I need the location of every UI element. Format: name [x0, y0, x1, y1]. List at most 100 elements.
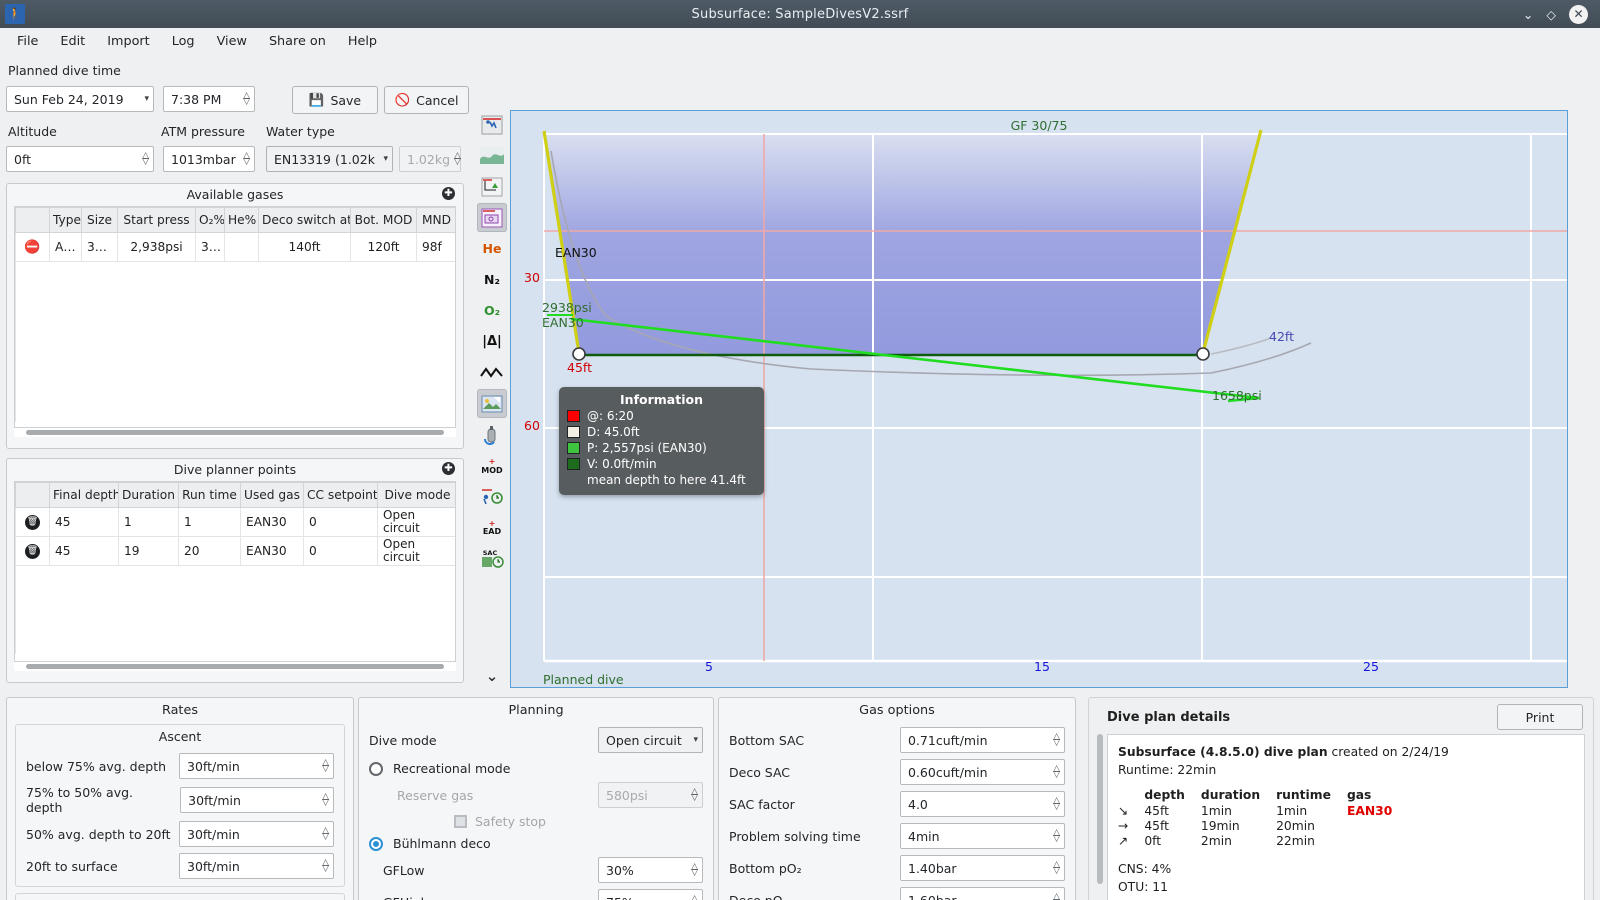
cell-run-time[interactable]: 1 — [178, 507, 241, 537]
col-run-time[interactable]: Run time — [178, 482, 241, 508]
cell-size[interactable]: 3… — [81, 232, 118, 262]
ascent-rate-input-0[interactable]: 30ft/min △ ▽ — [179, 753, 334, 779]
buhlmann-radio[interactable] — [369, 836, 383, 851]
col-deco-switch[interactable]: Deco switch at — [258, 207, 351, 233]
spinner-arrows-icon[interactable]: △▽ — [322, 826, 329, 842]
cell-used-gas[interactable]: EAN30 — [240, 536, 304, 566]
cell-start-press[interactable]: 2,938psi — [117, 232, 196, 262]
cell-cc-setpoint[interactable]: 0 — [303, 536, 378, 566]
delta-icon[interactable]: |Δ| — [482, 334, 502, 349]
deco-sac-input[interactable]: 0.60cuft/min △ ▽ — [900, 759, 1065, 785]
close-button[interactable]: ✕ — [1569, 4, 1588, 24]
col-cc-setpoint[interactable]: CC setpoint — [303, 482, 378, 508]
add-point-button[interactable]: ✚ — [442, 462, 455, 475]
spinner-arrows-icon[interactable]: △▽ — [691, 894, 698, 900]
menu-log[interactable]: Log — [171, 34, 195, 49]
spinner-arrows-icon[interactable]: △▽ — [1053, 892, 1060, 900]
oxygen-icon[interactable]: O₂ — [483, 303, 501, 318]
recreational-mode-option[interactable]: Recreational mode — [359, 756, 713, 779]
cell-he[interactable] — [224, 232, 259, 262]
cell-cc-setpoint[interactable]: 0 — [303, 507, 378, 537]
cell-type[interactable]: A… — [49, 232, 82, 262]
menu-file[interactable]: File — [17, 34, 39, 49]
spinner-arrows-icon[interactable]: △▽ — [322, 858, 329, 874]
atm-pressure-input[interactable]: 1013mbar △ ▽ — [163, 146, 255, 172]
cell-mnd[interactable]: 98f — [416, 232, 455, 262]
spinner-arrows-icon[interactable]: △▽ — [142, 151, 149, 167]
helium-icon[interactable]: He — [482, 241, 502, 256]
table-row[interactable]: 🗑 45 19 20 EAN30 0 Open circuit — [15, 536, 455, 566]
col-mnd[interactable]: MND — [416, 207, 455, 233]
print-button[interactable]: Print — [1497, 704, 1583, 730]
water-type-combo[interactable]: EN13319 (1.02k ▾ — [266, 146, 393, 172]
deco-po2-input[interactable]: 1.60bar △▽ — [900, 887, 1065, 900]
mod-icon[interactable]: + MOD — [477, 451, 507, 480]
buhlmann-deco-option[interactable]: Bühlmann deco — [359, 832, 713, 854]
ascent-rate-input-2[interactable]: 30ft/min △ ▽ — [179, 821, 334, 847]
ceiling-icon[interactable] — [477, 172, 507, 201]
cell-bot-mod[interactable]: 120ft — [350, 232, 417, 262]
ead-icon[interactable]: + EAD — [477, 513, 507, 542]
scuba-tank-icon[interactable] — [477, 420, 507, 449]
cell-duration[interactable]: 1 — [118, 507, 179, 537]
menu-help[interactable]: Help — [347, 34, 378, 49]
chevron-down-icon[interactable]: ⌄ — [485, 666, 499, 685]
col-duration[interactable]: Duration — [118, 482, 179, 508]
col-type[interactable]: Type — [49, 207, 82, 233]
gfhigh-input[interactable]: 75% △▽ — [598, 889, 703, 900]
col-icon[interactable] — [15, 207, 50, 233]
no-gas-icon[interactable]: ⛔ — [15, 232, 50, 262]
gases-hscrollbar[interactable] — [14, 428, 456, 437]
maximize-button[interactable]: ◇ — [1546, 6, 1556, 22]
spinner-arrows-icon[interactable]: △▽ — [1053, 764, 1060, 780]
gflow-input[interactable]: 30% △ ▽ — [598, 857, 703, 883]
toggle-dive-computer-icon[interactable] — [477, 110, 507, 139]
cell-deco-switch[interactable]: 140ft — [258, 232, 351, 262]
col-bot-mod[interactable]: Bot. MOD — [350, 207, 417, 233]
spinner-arrows-icon[interactable]: △▽ — [1053, 828, 1060, 844]
dive-profile-chart[interactable]: GF 30/75 EAN30 2938psi EAN30 45ft 42ft 1… — [510, 110, 1568, 688]
menu-edit[interactable]: Edit — [60, 34, 86, 49]
table-row[interactable]: ⛔ A… 3… 2,938psi 3… 140ft 120ft 98f — [15, 232, 455, 262]
ascent-rate-input-3[interactable]: 30ft/min △ ▽ — [179, 853, 334, 879]
spinner-arrows-icon[interactable]: △▽ — [243, 151, 250, 167]
recreational-radio[interactable] — [369, 761, 383, 776]
table-row[interactable]: 🗑 45 1 1 EAN30 0 Open circuit — [15, 507, 455, 537]
nitrogen-icon[interactable]: N₂ — [484, 272, 500, 287]
dive-date-combo[interactable]: Sun Feb 24, 2019 ▾ — [6, 86, 154, 112]
points-hscrollbar[interactable] — [14, 662, 456, 671]
col-he[interactable]: He% — [224, 207, 259, 233]
menu-import[interactable]: Import — [107, 34, 150, 49]
spinner-arrows-icon[interactable]: △▽ — [1053, 796, 1060, 812]
col-final-depth[interactable]: Final depth — [49, 482, 119, 508]
details-vscrollbar[interactable] — [1097, 734, 1103, 884]
col-used-gas[interactable]: Used gas — [240, 482, 304, 508]
sac-factor-input[interactable]: 4.0 △ ▽ — [900, 791, 1065, 817]
cell-used-gas[interactable]: EAN30 — [240, 507, 304, 537]
col-start-press[interactable]: Start press — [117, 207, 196, 233]
cell-dive-mode[interactable]: Open circuit — [377, 536, 455, 566]
problem-solving-time-input[interactable]: 4min △ ▽ — [900, 823, 1065, 849]
spinner-arrows-icon[interactable]: △▽ — [322, 792, 329, 808]
spinner-arrows-icon[interactable]: △▽ — [243, 91, 250, 107]
ndl-icon[interactable] — [477, 482, 507, 511]
cell-o2[interactable]: 3… — [195, 232, 225, 262]
cell-duration[interactable]: 19 — [118, 536, 179, 566]
spinner-arrows-icon[interactable]: △▽ — [691, 862, 698, 878]
spinner-arrows-icon[interactable]: △▽ — [1053, 732, 1060, 748]
cancel-button[interactable]: 🚫 Cancel — [384, 86, 469, 114]
dive-time-spinner[interactable]: 7:38 PM △ ▽ — [163, 86, 255, 112]
delete-row-button[interactable]: 🗑 — [15, 536, 50, 566]
spinner-arrows-icon[interactable]: △▽ — [322, 758, 329, 774]
dive-mode-combo[interactable]: Open circuit ▾ — [598, 727, 703, 753]
col-icon[interactable] — [15, 482, 50, 508]
photos-icon[interactable] — [477, 389, 507, 418]
ascent-rate-input-1[interactable]: 30ft/min △ ▽ — [180, 787, 334, 813]
altitude-input[interactable]: 0ft △ ▽ — [6, 146, 154, 172]
bottom-po2-input[interactable]: 1.40bar △ ▽ — [900, 855, 1065, 881]
cell-final-depth[interactable]: 45 — [49, 507, 119, 537]
sac-icon[interactable]: SAC — [477, 544, 507, 573]
cell-run-time[interactable]: 20 — [178, 536, 241, 566]
col-dive-mode[interactable]: Dive mode — [377, 482, 455, 508]
deco-ceiling-icon[interactable] — [477, 203, 507, 232]
